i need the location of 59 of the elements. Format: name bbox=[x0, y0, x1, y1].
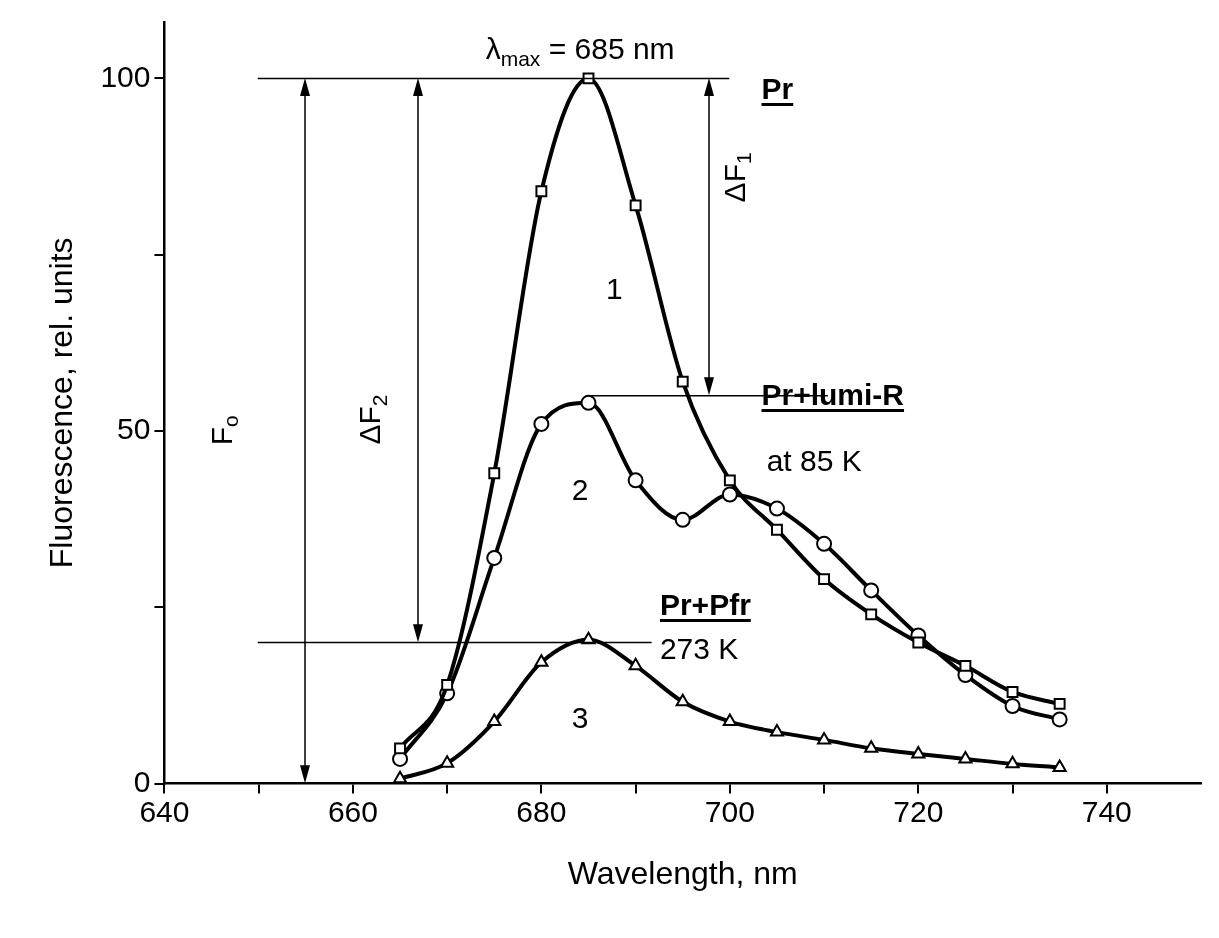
y-tick-label: 100 bbox=[100, 59, 151, 93]
point bbox=[817, 731, 832, 745]
annotation: 1 bbox=[605, 272, 623, 306]
point bbox=[1052, 759, 1067, 772]
x-tick-label: 700 bbox=[704, 794, 755, 828]
point bbox=[486, 549, 503, 566]
point bbox=[629, 199, 642, 212]
point bbox=[959, 659, 972, 672]
point bbox=[675, 693, 690, 707]
point bbox=[534, 654, 549, 667]
x-tick-label: 740 bbox=[1081, 794, 1132, 828]
point bbox=[441, 678, 454, 691]
x-tick-label: 720 bbox=[893, 794, 944, 828]
point bbox=[816, 535, 833, 552]
point bbox=[533, 415, 550, 432]
point bbox=[676, 375, 689, 388]
point bbox=[488, 467, 501, 480]
point bbox=[487, 713, 502, 727]
annotation: Pr bbox=[761, 71, 794, 107]
annotation: 273 K bbox=[659, 632, 739, 666]
point bbox=[1051, 711, 1068, 728]
point bbox=[865, 608, 878, 621]
point bbox=[864, 740, 879, 753]
annotation: ΔF2 bbox=[353, 394, 391, 445]
x-tick-label: 680 bbox=[516, 794, 567, 828]
point bbox=[1005, 755, 1020, 769]
x-tick-label: 660 bbox=[327, 794, 378, 828]
point bbox=[1004, 698, 1021, 715]
point bbox=[440, 755, 455, 768]
annotation: Pr+Pfr bbox=[659, 586, 751, 623]
point bbox=[1006, 685, 1019, 698]
point bbox=[1053, 697, 1066, 710]
x-axis-title: Wavelength, nm bbox=[567, 854, 798, 891]
y-tick-label: 50 bbox=[117, 412, 151, 446]
point bbox=[768, 500, 785, 517]
point bbox=[771, 523, 783, 536]
annotation: at 85 K bbox=[766, 444, 862, 478]
point bbox=[818, 573, 831, 586]
point bbox=[674, 511, 691, 528]
point bbox=[769, 724, 785, 737]
point bbox=[863, 582, 880, 599]
annotation: ΔF1 bbox=[717, 152, 756, 203]
point bbox=[394, 742, 406, 755]
point bbox=[911, 745, 926, 759]
point bbox=[392, 770, 408, 784]
annotation: Fo bbox=[204, 415, 243, 446]
point bbox=[721, 486, 738, 503]
annotation: 2 bbox=[571, 473, 589, 507]
point bbox=[723, 474, 736, 487]
point bbox=[958, 750, 973, 764]
point bbox=[627, 472, 644, 489]
point bbox=[722, 713, 737, 727]
annotation: Pr+lumi-R bbox=[761, 377, 905, 414]
annotation: 3 bbox=[571, 700, 589, 734]
point bbox=[628, 657, 643, 671]
point bbox=[912, 636, 925, 649]
point bbox=[535, 185, 548, 198]
point bbox=[580, 394, 597, 411]
y-axis-title: Fluorescence, rel. units bbox=[43, 237, 80, 569]
